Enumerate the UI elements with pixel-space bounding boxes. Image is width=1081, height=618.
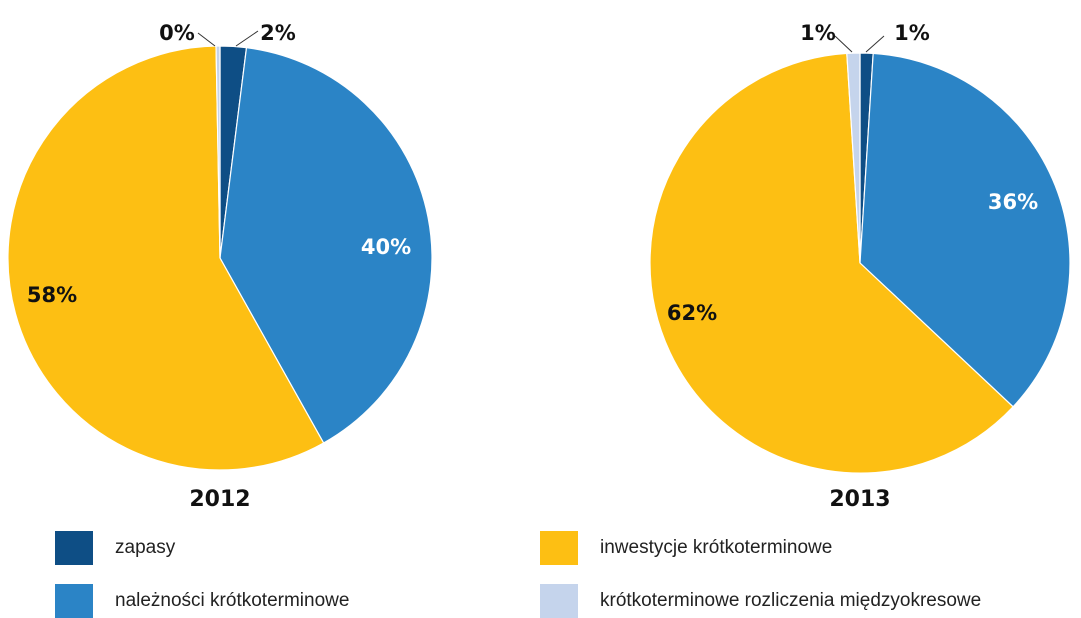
data-label-zapasy-2012: 2% [260,21,296,45]
data-label-rozliczenia-2012: 0% [159,21,195,45]
pie-title-2013: 2013 [829,487,890,512]
data-label-inwestycje-2012: 58% [27,283,77,307]
pie-chart-2012: 2% 40% 58% 0% [7,21,433,471]
pie-slice-naleznosci-2013 [859,52,1071,408]
data-label-rozliczenia-2013: 1% [800,21,836,45]
leader-line-rozliczenia-2013 [834,35,853,53]
data-label-inwestycje-2013: 62% [667,301,717,325]
pie-chart-2013: 1% 36% 62% 1% [649,21,1071,474]
pie-slice-naleznosci-2012 [219,46,433,444]
leader-line-zapasy-2012 [235,30,259,47]
pie-slice-inwestycje-2013 [649,52,1014,474]
data-label-naleznosci-2012: 40% [361,235,411,259]
pie-slice-inwestycje-2012 [7,45,325,471]
data-label-zapasy-2013: 1% [894,21,930,45]
leader-line-zapasy-2013 [865,35,885,53]
data-label-naleznosci-2013: 36% [988,190,1038,214]
pie-slice-rozliczenia-2013 [846,52,861,264]
leader-line-rozliczenia-2012 [197,32,216,47]
pie-slice-rozliczenia-2012 [215,45,221,259]
pie-title-2012: 2012 [189,487,250,512]
